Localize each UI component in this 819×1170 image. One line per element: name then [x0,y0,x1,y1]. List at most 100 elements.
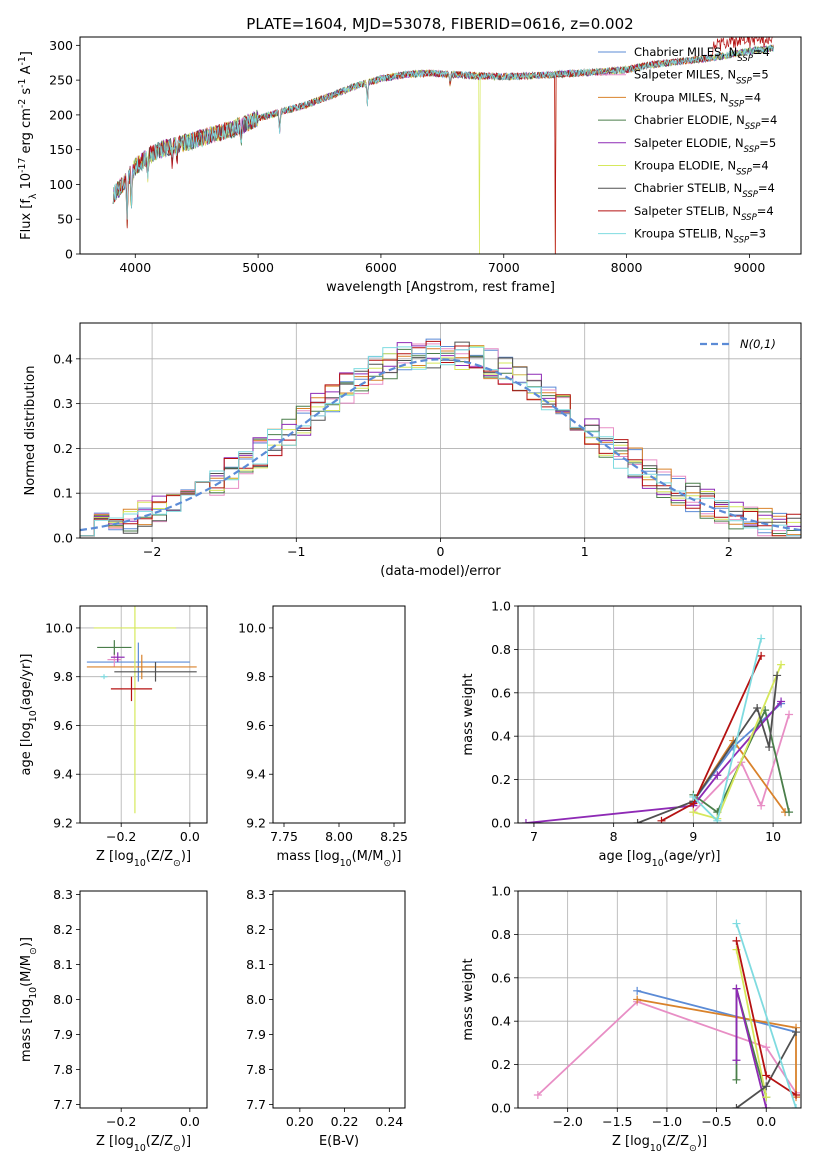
weight-point-marker [689,792,698,801]
weight-point-marker [773,671,782,680]
y-tick-label: 8.2 [53,922,73,937]
weight-point-marker [762,1082,771,1091]
legend-entry: Chabrier ELODIE, NSSP=4 [634,113,777,132]
x-tick-label: 8000 [611,260,643,275]
y-axis-label: Flux [fλ 10-17 erg cm-2 s-1 A-1] [17,51,39,240]
y-tick-label: 8.3 [53,887,73,902]
text-run: wavelength [Angstrom, rest frame] [326,280,555,295]
x-tick-label: 9 [689,829,697,844]
y-tick-label: 8.1 [53,957,73,972]
weight-point-marker [732,1056,741,1065]
weight-point-marker [713,816,722,823]
text-run: mass weight [461,673,476,755]
x-tick-label: 0.24 [375,1114,403,1129]
weight-point-marker [792,1104,801,1108]
legend-entry: Chabrier STELIB, NSSP=4 [634,181,775,200]
y-tick-label: 7.9 [53,1027,73,1042]
x-tick-label: 7.75 [270,829,298,844]
text-run: )] [391,849,401,864]
text-run: )] [697,1134,707,1149]
x-axis-label: Z [log10(Z/Z⊙)] [612,1134,707,1154]
text-run: (M/M [352,849,384,864]
residual-histogram [80,345,801,538]
text-run: Z [log [96,1134,134,1149]
x-tick-label: −1.5 [602,1114,632,1129]
legend-entry-subscript: SSP [736,168,752,178]
y-tick-label: 0.6 [491,685,511,700]
text-run: Z [log [612,1134,650,1149]
g: −0.2 0.09.29.49.69.810.0Z [log10(Z/Z⊙)]ag… [19,605,208,869]
weight-point-marker [732,936,741,945]
text-run: (age/yr)] [664,849,721,864]
weight-series-line [637,675,778,823]
legend-entry-text: Salpeter ELODIE, N [634,136,744,150]
y-axis-label: mass [log10(M/M⊙)] [19,937,39,1062]
weight-point-marker [533,1090,542,1099]
weight-point-marker [753,703,762,712]
weight-point-marker [689,808,698,817]
legend-entry-subscript: SSP [742,190,758,200]
text-script: ⊙ [173,1143,181,1154]
y-tick-label: 0.4 [491,1014,511,1029]
text-script: 10 [134,1143,146,1154]
x-tick-label: 7000 [488,260,520,275]
weight-series-line [735,923,797,1108]
x-tick-label: −2.0 [552,1114,582,1129]
text-script: 10 [134,858,146,869]
y-axis-label: age [log10(age/yr)] [19,654,39,776]
y-tick-label: 250 [49,73,73,88]
legend-entry-text: Chabrier STELIB, N [634,181,742,195]
x-tick-label: 1 [581,544,589,559]
y-axis-label: Normed distribution [23,366,38,496]
legend-entry-value: =4 [758,181,775,195]
g: −0.2 0.07.77.87.98.08.18.28.3Z [log10(Z/Z… [19,887,208,1154]
y-tick-label: 8.1 [246,957,266,972]
weight-point-marker [732,984,741,993]
text-run: Flux [f [19,199,34,240]
x-tick-label: 9000 [734,260,766,275]
x-tick-label: −0.2 [106,829,136,844]
text-run: mass [log [277,849,340,864]
weight-point-marker [732,1075,741,1084]
weight-point-marker [785,710,794,719]
x-tick-label: 10 [765,829,781,844]
x-tick-label: −1.0 [652,1114,682,1129]
text-script: 10 [28,987,39,999]
x-tick-label: 2 [725,544,733,559]
weight-age-axes-plot-area [518,606,801,823]
text-script: ⊙ [173,858,181,869]
legend-entry-subscript: SSP [744,145,760,155]
x-tick-label: 7 [530,829,538,844]
weight-point-marker [762,1104,771,1108]
legend-entry-value: =5 [752,68,769,82]
weight-point-marker [777,697,786,706]
legend-entry-text: Kroupa ELODIE, N [634,159,736,173]
text-run: )] [181,849,191,864]
x-tick-label: −2 [143,544,161,559]
x-tick-label: 0.22 [331,1114,359,1129]
y-tick-label: 0.8 [491,642,511,657]
x-tick-label: 6000 [365,260,397,275]
text-run: (Z/Z [662,1134,689,1149]
weight-point-marker [713,771,722,780]
spectrum-series-line [112,45,774,220]
x-tick-label: −0.5 [701,1114,731,1129]
y-tick-label: 9.4 [53,767,73,782]
legend-entry-value: =4 [744,90,761,104]
x-tick-label: 8.00 [325,829,353,844]
weight-point-marker [757,801,766,810]
y-tick-label: 0.0 [491,1101,511,1116]
legend-entry: Chabrier MILES, NSSP=4 [634,45,770,64]
undefined-plot-area [287,898,398,1098]
y-tick-label: 7.8 [246,1062,266,1077]
text-run: erg cm [19,108,34,157]
legend-entry-value: =5 [759,136,776,150]
weight-point-marker [633,819,642,823]
y-tick-label: 7.7 [53,1097,73,1112]
legend-entry-value: =4 [757,204,774,218]
legend-entry-value: =3 [749,227,766,241]
text-script: -1 [17,79,28,88]
text-run: E(B-V) [319,1134,359,1149]
residual-axes: −2 −1 0 1 2 0.0 0.1 0.2 0.3 0.4 (data-model)/error… [23,322,802,579]
y-tick-label: 9.6 [53,718,73,733]
